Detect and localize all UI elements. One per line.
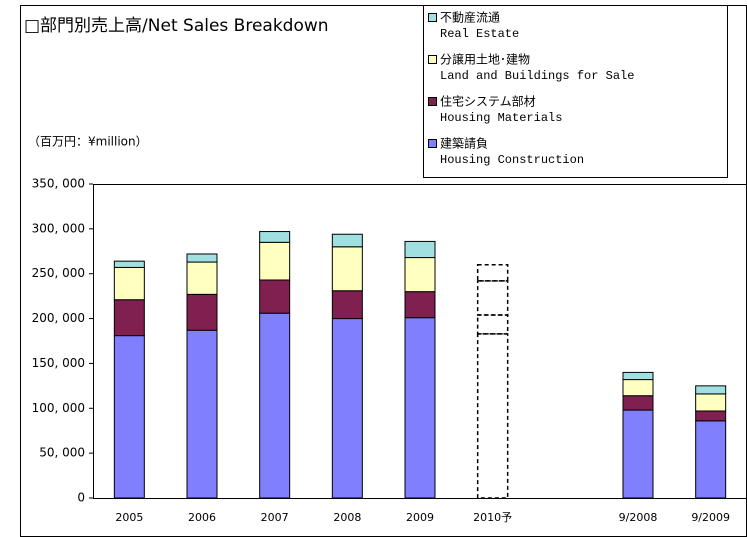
legend-label: 住宅システム部材 — [440, 94, 536, 109]
chart-title: □部門別売上高/Net Sales Breakdown — [24, 16, 329, 36]
bar-segment — [404, 240, 436, 259]
y-tick-label: 0 — [77, 491, 85, 505]
y-tick-label: 150, 000 — [32, 356, 85, 370]
x-tick-label: 9/2009 — [691, 511, 730, 524]
y-tick-label: 100, 000 — [32, 401, 85, 415]
bar-segment — [259, 241, 291, 281]
bar-segment — [331, 290, 363, 320]
bar-segment — [622, 395, 654, 411]
legend-label-en: Housing Construction — [440, 153, 584, 167]
bar-segment — [404, 257, 436, 293]
bar-segment — [331, 233, 363, 248]
bar-segment — [186, 253, 218, 263]
forecast-bar-segment — [476, 263, 509, 282]
bar-segment — [622, 409, 654, 499]
bar-segment — [695, 410, 727, 422]
legend-label: 分譲用土地･建物 — [440, 52, 530, 67]
bar-segment — [259, 279, 291, 314]
legend-swatch — [428, 139, 437, 148]
bar-segment — [695, 393, 727, 412]
bar-segment — [186, 293, 218, 331]
bar-segment — [622, 371, 654, 381]
bar-segment — [113, 335, 145, 499]
bar-segment — [259, 231, 291, 243]
x-tick-label: 9/2008 — [619, 511, 658, 524]
bar-segment — [695, 420, 727, 499]
unit-label: （百万円：¥million） — [28, 135, 148, 149]
x-tick-label: 2009 — [406, 511, 434, 524]
legend-label: 不動産流通 — [440, 10, 500, 25]
legend — [423, 5, 728, 178]
bar-segment — [404, 291, 436, 319]
bar-segment — [259, 312, 291, 499]
x-tick-label: 2010予 — [473, 511, 512, 524]
legend-swatch — [428, 13, 437, 22]
bar-segment — [186, 329, 218, 499]
y-tick-label: 250, 000 — [32, 266, 85, 280]
legend-label-en: Land and Buildings for Sale — [440, 69, 634, 83]
x-tick-label: 2006 — [188, 511, 216, 524]
bar-segment — [331, 318, 363, 499]
bar-segment — [113, 299, 145, 337]
bar-segment — [331, 246, 363, 292]
bar-segment — [186, 261, 218, 295]
y-tick-label: 300, 000 — [32, 221, 85, 235]
forecast-bar-segment — [476, 280, 509, 316]
legend-swatch — [428, 55, 437, 64]
legend-swatch — [428, 97, 437, 106]
x-tick-label: 2007 — [261, 511, 289, 524]
y-tick-label: 50, 000 — [39, 446, 85, 460]
bar-segment — [113, 260, 145, 268]
bar-segment — [622, 379, 654, 397]
bar-segment — [404, 317, 436, 499]
legend-label-en: Housing Materials — [440, 111, 562, 125]
bar-segment — [113, 266, 145, 301]
y-tick-label: 200, 000 — [32, 311, 85, 325]
x-tick-label: 2008 — [333, 511, 361, 524]
bar-segment — [695, 385, 727, 395]
y-tick-label: 350, 000 — [32, 177, 85, 191]
x-tick-label: 2005 — [115, 511, 143, 524]
legend-label: 建築請負 — [440, 136, 488, 151]
legend-label-en: Real Estate — [440, 27, 519, 41]
